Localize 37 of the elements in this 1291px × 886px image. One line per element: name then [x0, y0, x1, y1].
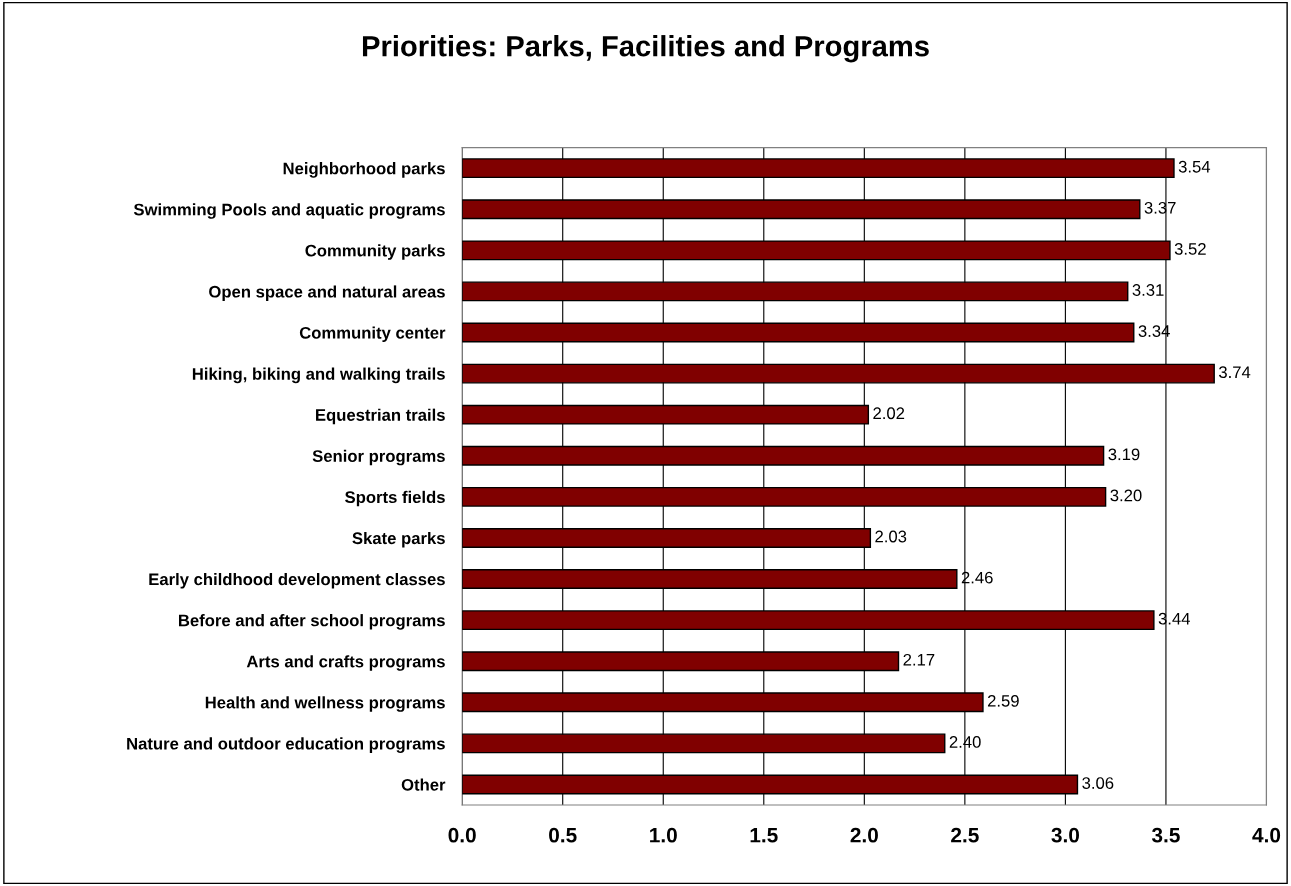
y-tick-label: Open space and natural areas [209, 285, 445, 301]
y-tick-label: Nature and outdoor education programs [127, 737, 445, 753]
x-tick-label: 1.5 [750, 828, 778, 843]
y-tick-label: Community parks [305, 244, 445, 260]
data-label: 3.54 [1178, 160, 1211, 173]
x-tick-label: 3.5 [1151, 827, 1180, 843]
chart-title: Priorities: Parks, Facilities and Programs [362, 35, 929, 63]
y-tick-label: Arts and crafts programs [246, 655, 445, 671]
data-label: 2.59 [987, 694, 1019, 707]
y-tick-label: Swimming Pools and aquatic programs [133, 203, 445, 219]
y-tick-label: Community center [299, 326, 446, 342]
x-tick-label: 3.0 [1051, 827, 1080, 843]
x-tick-label: 0.0 [448, 827, 476, 843]
data-label: 2.03 [875, 530, 907, 543]
y-tick-label: Health and wellness programs [205, 696, 445, 712]
x-tick-label: 2.5 [951, 827, 979, 843]
x-tick-label: 2.0 [850, 827, 878, 843]
data-label: 3.20 [1110, 489, 1142, 502]
y-tick-label: Sports fields [345, 490, 445, 507]
data-label: 3.06 [1082, 777, 1114, 789]
data-label: 2.02 [873, 407, 905, 420]
data-label: 3.52 [1174, 243, 1206, 255]
data-label: 3.19 [1108, 448, 1140, 461]
y-tick-label: Other [401, 778, 446, 791]
data-label: 3.31 [1132, 284, 1164, 296]
x-tick-label: 1.0 [650, 827, 677, 843]
y-tick-label: Equestrian trails [316, 408, 445, 425]
y-tick-label: Senior programs [312, 449, 445, 466]
x-tick-label: 4.0 [1252, 827, 1281, 843]
y-tick-label: Skate parks [352, 531, 445, 548]
y-tick-label: Hiking, biking and walking trails [192, 367, 445, 384]
data-label: 2.17 [903, 653, 935, 666]
y-tick-label: Neighborhood parks [283, 162, 445, 178]
y-tick-label: Early childhood development classes [149, 573, 445, 589]
x-tick-label: 0.5 [549, 827, 577, 843]
data-label: 3.74 [1218, 366, 1251, 379]
y-tick-label: Before and after school programs [178, 614, 445, 630]
